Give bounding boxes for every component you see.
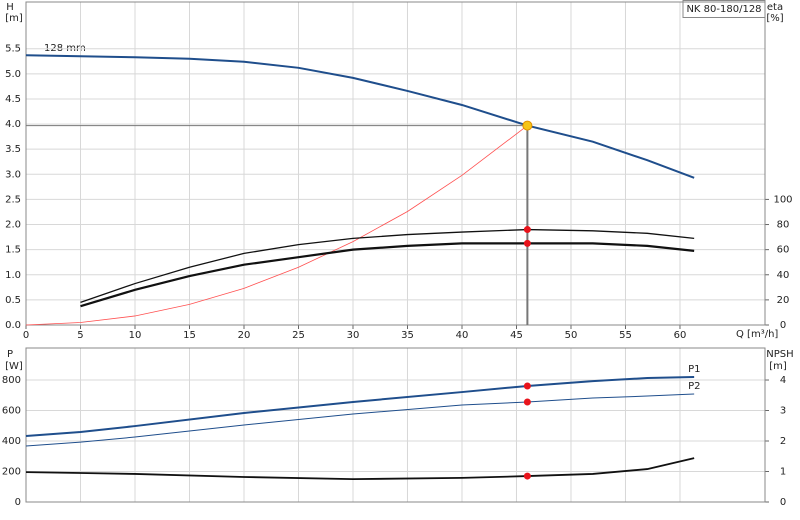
y-tick-label: 5.0 bbox=[5, 69, 21, 80]
y2-tick-label: 20 bbox=[777, 295, 790, 306]
x-tick-label: 55 bbox=[619, 330, 632, 341]
y-label: P bbox=[7, 349, 13, 360]
y-tick-label: 4.5 bbox=[5, 94, 21, 105]
y2-unit: [%] bbox=[766, 13, 783, 24]
x-tick-label: 45 bbox=[510, 330, 523, 341]
y-tick-label: 2.0 bbox=[5, 220, 21, 231]
y-tick-label: 4.0 bbox=[5, 119, 21, 130]
y2-tick-label: 40 bbox=[777, 270, 790, 281]
x-tick-label: 0 bbox=[23, 330, 29, 341]
y2-tick-label: 60 bbox=[777, 245, 790, 256]
operating-point bbox=[523, 226, 531, 234]
series-label: P1 bbox=[688, 364, 700, 375]
x-tick-label: 15 bbox=[183, 330, 196, 341]
series-line bbox=[25, 375, 695, 437]
plot-frame bbox=[25, 347, 766, 503]
y-label: H bbox=[6, 2, 14, 13]
operating-point bbox=[523, 239, 531, 247]
series-line bbox=[25, 457, 695, 481]
y2-unit: [m] bbox=[769, 361, 787, 372]
y-tick-label: 0.0 bbox=[5, 320, 21, 331]
x-tick-label: 25 bbox=[292, 330, 305, 341]
y-tick-label: 0 bbox=[15, 497, 21, 508]
chart-title: NK 80-180/128 bbox=[686, 4, 761, 15]
x-tick-label: 10 bbox=[129, 330, 142, 341]
y-tick-label: 3.5 bbox=[5, 144, 21, 155]
y2-label: NPSH bbox=[766, 349, 793, 360]
x-tick-label: 20 bbox=[238, 330, 251, 341]
y-tick-label: 200 bbox=[2, 467, 21, 478]
y-unit: [m] bbox=[5, 13, 23, 24]
y-tick-label: 5.5 bbox=[5, 44, 21, 55]
x-tick-label: 60 bbox=[674, 330, 687, 341]
y2-label: eta bbox=[767, 2, 783, 13]
series-line bbox=[25, 393, 695, 447]
operating-point bbox=[523, 382, 531, 390]
y2-tick-label: 80 bbox=[777, 220, 790, 231]
y-tick-label: 1.0 bbox=[5, 270, 21, 281]
y2-tick-label: 4 bbox=[780, 375, 786, 386]
y2-tick-label: 3 bbox=[780, 406, 786, 417]
y-tick-label: 0.5 bbox=[5, 295, 21, 306]
y2-tick-label: 1 bbox=[780, 467, 786, 478]
y2-tick-label: 100 bbox=[773, 194, 792, 205]
y2-tick-label: 0 bbox=[780, 497, 786, 508]
operating-point bbox=[523, 472, 531, 480]
x-label: Q [m³/h] bbox=[736, 329, 778, 340]
plot-frame bbox=[25, 1, 766, 326]
x-tick-label: 5 bbox=[77, 330, 83, 341]
y-tick-label: 1.5 bbox=[5, 245, 21, 256]
x-tick-label: 50 bbox=[565, 330, 578, 341]
operating-point bbox=[522, 120, 533, 131]
series-label: P2 bbox=[688, 381, 700, 392]
y-tick-label: 2.5 bbox=[5, 194, 21, 205]
y-tick-label: 800 bbox=[2, 375, 21, 386]
x-tick-label: 30 bbox=[347, 330, 360, 341]
series-line bbox=[80, 228, 695, 304]
series-line bbox=[25, 125, 528, 326]
y2-tick-label: 0 bbox=[780, 320, 786, 331]
y-tick-label: 600 bbox=[2, 406, 21, 417]
y-unit: [W] bbox=[5, 361, 23, 372]
x-tick-label: 35 bbox=[401, 330, 414, 341]
operating-point bbox=[523, 398, 531, 406]
y-tick-label: 3.0 bbox=[5, 169, 21, 180]
y-tick-label: 400 bbox=[2, 436, 21, 447]
series-line bbox=[25, 54, 695, 179]
y2-tick-label: 2 bbox=[780, 436, 786, 447]
series-line bbox=[80, 242, 695, 308]
x-tick-label: 40 bbox=[456, 330, 469, 341]
